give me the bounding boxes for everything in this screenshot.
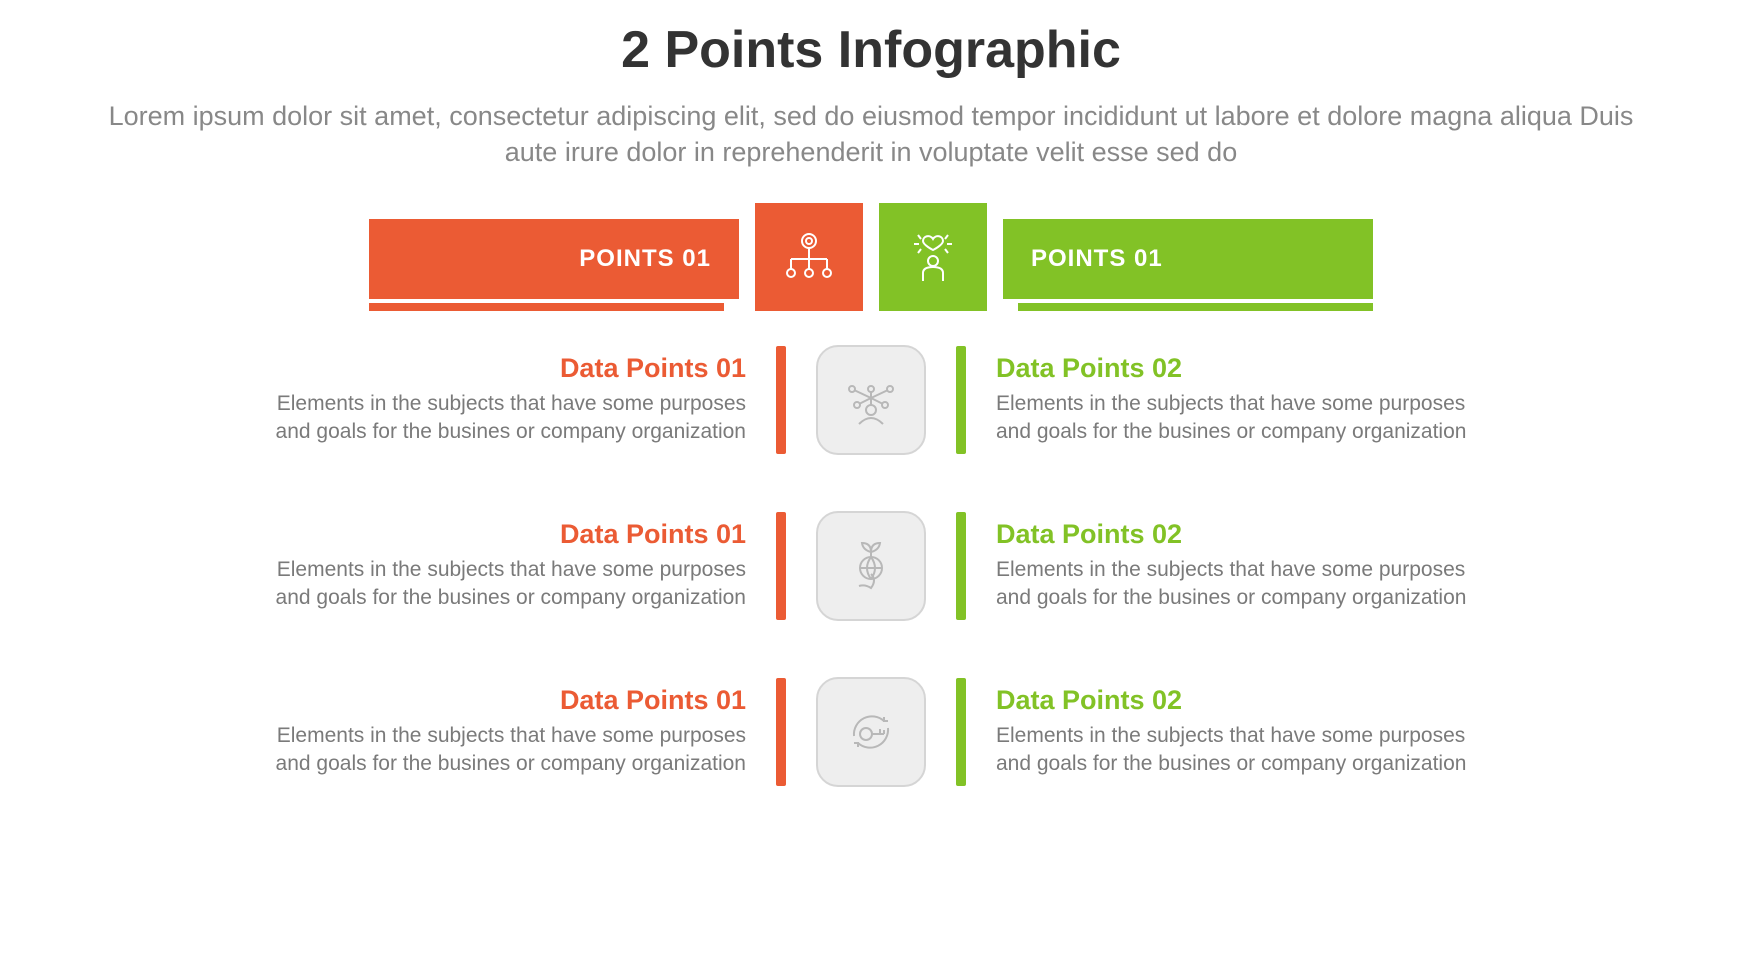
row-2-left-desc: Elements in the subjects that have some … <box>236 556 746 613</box>
right-header-underline <box>1018 303 1373 311</box>
left-header-icon-box <box>755 203 863 311</box>
right-header-label: POINTS 01 <box>1031 245 1163 273</box>
row-3-center-icon-box <box>816 677 926 787</box>
row-2-right-text: Data Points 02 Elements in the subjects … <box>996 519 1506 613</box>
row-3: Data Points 01 Elements in the subjects … <box>236 677 1506 787</box>
row-3-right-title: Data Points 02 <box>996 685 1506 716</box>
right-header: POINTS 01 <box>1003 219 1373 311</box>
row-1-center-icon-box <box>816 345 926 455</box>
key-cycle-icon <box>839 700 903 764</box>
row-3-right-text: Data Points 02 Elements in the subjects … <box>996 685 1506 779</box>
row-2-left-vbar <box>776 512 786 620</box>
row-1-left-desc: Elements in the subjects that have some … <box>236 390 746 447</box>
left-header-label: POINTS 01 <box>579 245 711 273</box>
right-header-icon-box <box>879 203 987 311</box>
row-1-right-title: Data Points 02 <box>996 353 1506 384</box>
row-3-left-vbar <box>776 678 786 786</box>
row-3-right-desc: Elements in the subjects that have some … <box>996 722 1506 779</box>
left-header: POINTS 01 <box>369 219 739 311</box>
row-3-left-text: Data Points 01 Elements in the subjects … <box>236 685 746 779</box>
row-1-right-desc: Elements in the subjects that have some … <box>996 390 1506 447</box>
row-2-right-desc: Elements in the subjects that have some … <box>996 556 1506 613</box>
row-2-right-title: Data Points 02 <box>996 519 1506 550</box>
row-3-left-title: Data Points 01 <box>236 685 746 716</box>
left-header-bar: POINTS 01 <box>369 219 739 299</box>
plant-globe-icon <box>839 534 903 598</box>
row-2-left-text: Data Points 01 Elements in the subjects … <box>236 519 746 613</box>
row-2: Data Points 01 Elements in the subjects … <box>236 511 1506 621</box>
right-header-bar: POINTS 01 <box>1003 219 1373 299</box>
hierarchy-icon <box>779 227 839 287</box>
row-2-center-icon-box <box>816 511 926 621</box>
network-person-icon <box>839 368 903 432</box>
row-3-right-vbar <box>956 678 966 786</box>
row-1-left-title: Data Points 01 <box>236 353 746 384</box>
row-2-left-title: Data Points 01 <box>236 519 746 550</box>
page-subtitle: Lorem ipsum dolor sit amet, consectetur … <box>96 98 1646 171</box>
headers-container: POINTS 01 POINTS 01 <box>369 203 1373 311</box>
row-3-left-desc: Elements in the subjects that have some … <box>236 722 746 779</box>
row-1-left-text: Data Points 01 Elements in the subjects … <box>236 353 746 447</box>
rows-container: Data Points 01 Elements in the subjects … <box>236 345 1506 787</box>
left-header-underline <box>369 303 724 311</box>
care-heart-icon <box>903 227 963 287</box>
row-1-right-vbar <box>956 346 966 454</box>
row-1-left-vbar <box>776 346 786 454</box>
row-1: Data Points 01 Elements in the subjects … <box>236 345 1506 455</box>
page-title: 2 Points Infographic <box>621 20 1121 80</box>
row-2-right-vbar <box>956 512 966 620</box>
row-1-right-text: Data Points 02 Elements in the subjects … <box>996 353 1506 447</box>
